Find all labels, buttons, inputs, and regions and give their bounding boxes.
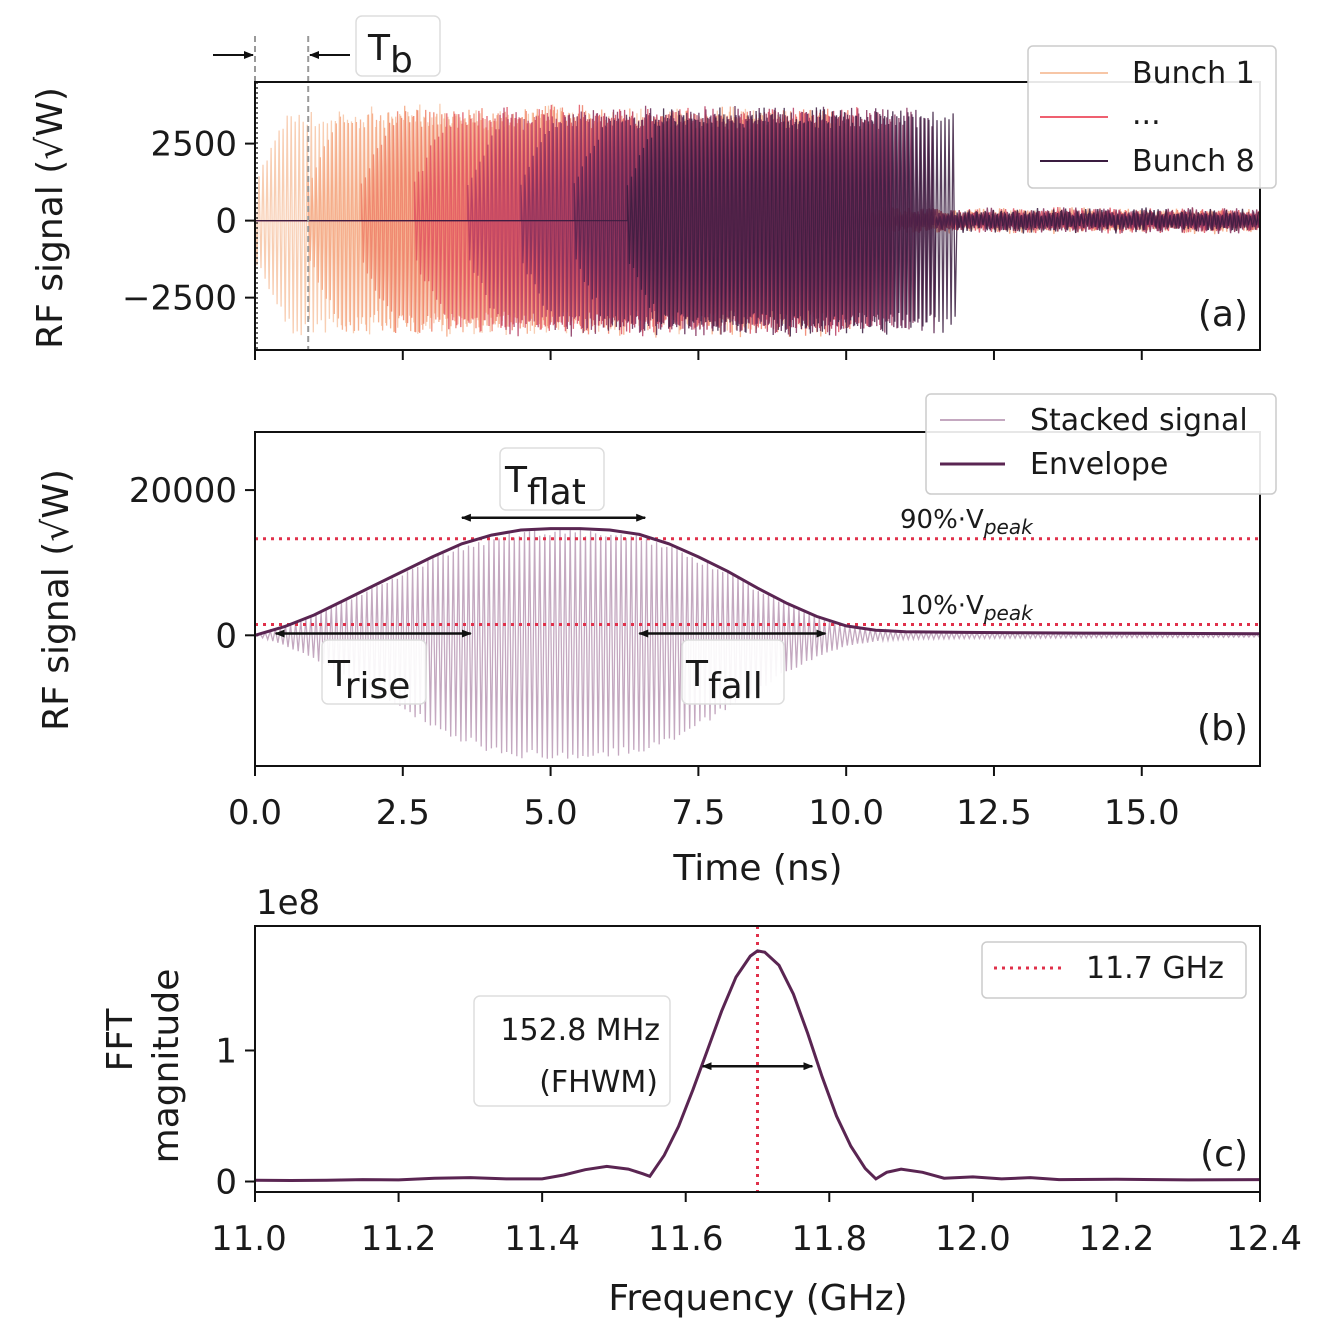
tb-label: Tb — [367, 28, 413, 81]
panel-a-ytick-label: 0 — [215, 202, 237, 242]
fft-spectrum-line — [254, 949, 1261, 1183]
panel-a-legend: Bunch 1 ... Bunch 8 — [1027, 45, 1277, 189]
legend-label-marker: 11.7 GHz — [1086, 951, 1224, 986]
t-flat-label: Tflat — [504, 460, 586, 513]
panel-b-xtick-label: 7.5 — [671, 793, 725, 833]
panel-c-xtick-label: 12.4 — [1226, 1219, 1302, 1259]
fwhm-box — [473, 995, 671, 1107]
panel-c-ytick-label: 0 — [215, 1163, 237, 1203]
panel-c-xtick-label: 11.2 — [361, 1219, 437, 1259]
fwhm-value: 152.8 MHz — [500, 1013, 660, 1048]
legend-label-bunch-1: Bunch 1 — [1132, 56, 1255, 91]
panel-c-xtick-label: 11.8 — [791, 1219, 867, 1259]
panel-c-xlabel: Frequency (GHz) — [608, 1278, 907, 1319]
panel-a: −2500 0 2500 RF signal (√W) (a) Tb Bunch 1… — [30, 15, 1277, 360]
panel-b-frame — [254, 431, 1261, 767]
panel-c-tag: (c) — [1200, 1134, 1248, 1175]
panel-b-xtick-label: 5.0 — [524, 793, 578, 833]
panel-c-ytick-label: 1 — [215, 1031, 237, 1071]
panel-a-plot-area — [254, 36, 1261, 350]
panel-b-y-ticks: 0 20000 — [129, 471, 255, 656]
panel-c-offset: 1e8 — [256, 883, 320, 923]
panel-b-xlabel: Time (ns) — [672, 848, 842, 889]
panel-b-annotations — [274, 513, 827, 638]
panel-c-frame — [254, 925, 1261, 1193]
panel-a-y-ticks: −2500 0 2500 — [122, 125, 255, 319]
t-rise-box — [321, 639, 427, 705]
panel-b-legend: Stacked signal Envelope — [925, 393, 1277, 495]
level-90-label: 90%·Vpeak — [900, 505, 1034, 539]
panel-a-ytick-label: 2500 — [150, 125, 237, 165]
legend-label-envelope: Envelope — [1030, 447, 1168, 482]
fwhm-caption: (FHWM) — [539, 1065, 658, 1100]
panel-b-xtick-label: 2.5 — [376, 793, 430, 833]
legend-label-bunch-mid: ... — [1132, 97, 1161, 132]
panel-c-x-ticks: 11.0 11.2 11.4 11.6 11.8 12.0 12.2 12.4 — [211, 1192, 1302, 1259]
panel-a-frame — [254, 81, 1261, 351]
panel-a-legend-box — [1027, 45, 1277, 189]
panel-a-ylabel: RF signal (√W) — [30, 87, 71, 349]
panel-c-xtick-label: 11.4 — [504, 1219, 580, 1259]
tb-annotation: Tb — [213, 15, 441, 81]
t-rise-label: Trise — [327, 654, 410, 707]
panel-c-legend-box — [981, 941, 1247, 999]
panel-b-x-ticks: 0.0 2.5 5.0 7.5 10.0 12.5 15.0 — [228, 766, 1180, 833]
panel-c-ylabel-line1: FFT — [100, 1008, 141, 1072]
panel-b-ytick-label: 0 — [215, 616, 237, 656]
panel-c-plot-area — [254, 926, 1261, 1192]
panel-b-ytick-label: 20000 — [129, 471, 237, 511]
legend-label-stacked: Stacked signal — [1030, 403, 1248, 438]
panel-c-xtick-label: 11.0 — [211, 1219, 287, 1259]
bunch-8-trace — [255, 107, 1260, 337]
panel-c-xtick-label: 12.0 — [935, 1219, 1011, 1259]
legend-label-bunch-8: Bunch 8 — [1132, 144, 1255, 179]
level-10-label: 10%·Vpeak — [900, 591, 1034, 625]
panel-c-y-ticks: 01 — [215, 1031, 255, 1203]
panel-a-x-ticks — [254, 350, 1143, 360]
panel-b-tag: (b) — [1197, 708, 1248, 749]
panel-b-legend-box — [925, 393, 1277, 495]
panel-c-xtick-label: 12.2 — [1079, 1219, 1155, 1259]
panel-a-tag: (a) — [1198, 294, 1248, 335]
panel-b-ylabel: RF signal (√W) — [36, 469, 77, 731]
envelope-line — [254, 527, 1261, 637]
panel-a-ytick-label: −2500 — [122, 279, 237, 319]
panel-b-xtick-label: 10.0 — [808, 793, 884, 833]
t-flat-box — [499, 447, 605, 511]
panel-b-xtick-label: 0.0 — [228, 793, 282, 833]
panel-c-legend: 11.7 GHz — [981, 941, 1247, 999]
panel-b-xtick-label: 12.5 — [956, 793, 1032, 833]
panel-c: 01 11.0 11.2 11.4 11.6 11.8 12.0 12.2 12.4 1e8 … — [100, 883, 1302, 1319]
t-fall-label: Tfall — [685, 654, 763, 707]
panel-c-xtick-label: 11.6 — [648, 1219, 724, 1259]
panel-b: 0 20000 0.0 2.5 5.0 7.5 10.0 12.5 15.0 RF signa… — [36, 393, 1277, 889]
tb-label-box — [355, 15, 441, 77]
panel-b-xtick-label: 15.0 — [1104, 793, 1180, 833]
panel-c-ylabel-line2: magnitude — [146, 969, 187, 1164]
t-fall-box — [681, 639, 785, 705]
